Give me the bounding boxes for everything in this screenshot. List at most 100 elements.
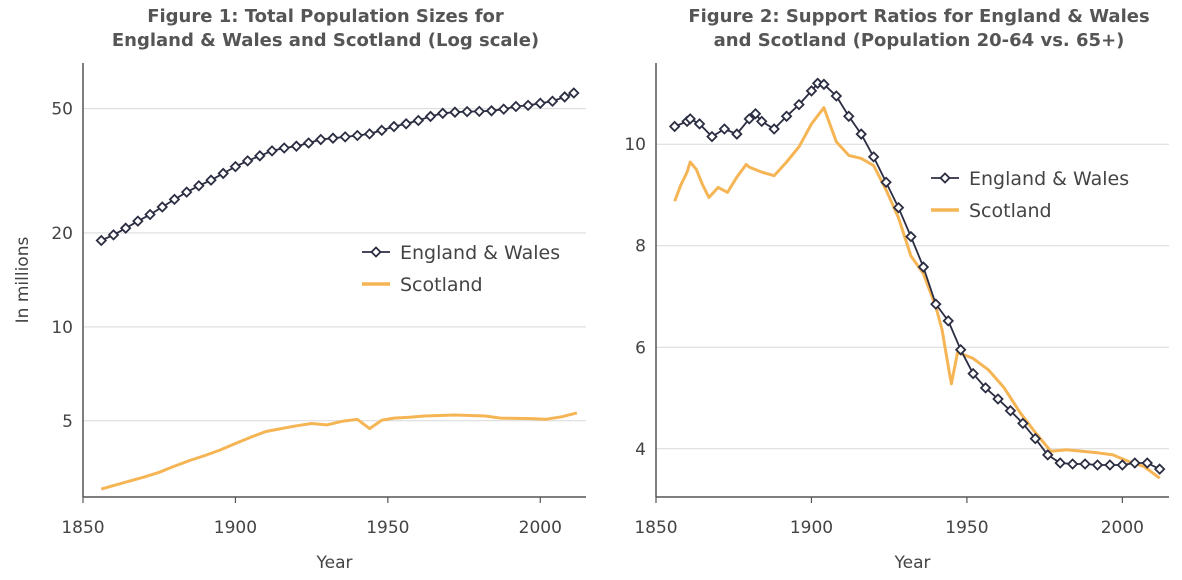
x-axis-label: Year — [894, 553, 931, 573]
england-wales-point — [830, 90, 843, 102]
england-wales-point — [205, 174, 217, 186]
england-wales-point — [266, 145, 278, 157]
england-wales-point — [668, 120, 681, 133]
england-wales-point — [684, 113, 696, 125]
x-tick-label: 1950 — [366, 518, 409, 538]
x-tick-label: 2000 — [1101, 518, 1144, 538]
chart-title: Figure 2: Support Ratios for England & W… — [688, 6, 1150, 51]
england-wales-point — [180, 186, 193, 198]
england-wales-point — [930, 298, 942, 310]
figure-1-panel: Figure 1: Total Population Sizes for Eng… — [13, 6, 586, 573]
england-wales-point — [880, 176, 892, 189]
england-wales-point — [1129, 457, 1141, 469]
england-wales-point — [558, 91, 571, 103]
england-wales-point — [473, 105, 486, 118]
england-wales-point — [290, 140, 303, 152]
england-wales-point — [954, 344, 967, 356]
england-wales-point — [855, 128, 867, 140]
england-wales-point — [497, 103, 510, 115]
england-wales-point — [241, 155, 254, 167]
england-wales-point — [743, 113, 756, 125]
england-wales-point — [315, 133, 327, 146]
y-axis-label: In millions — [13, 237, 33, 324]
england-wales-point — [992, 393, 1004, 405]
england-wales-point — [95, 234, 108, 247]
england-wales-point — [768, 123, 780, 135]
x-tick-label: 1950 — [945, 518, 988, 538]
england-wales-point — [412, 114, 425, 127]
y-tick-label: 50 — [51, 100, 73, 120]
england-wales-point — [449, 106, 461, 118]
england-wales-point — [436, 107, 449, 120]
england-wales-point — [485, 105, 498, 117]
england-wales-point — [461, 105, 473, 118]
england-wales-point — [278, 142, 290, 154]
y-tick-label: 8 — [635, 237, 646, 257]
england-wales-point — [1091, 459, 1104, 471]
england-wales-point — [1017, 417, 1029, 430]
england-wales-point — [693, 118, 706, 130]
england-wales-point — [229, 160, 242, 173]
england-wales-point — [107, 229, 120, 241]
england-wales-point — [1153, 463, 1166, 475]
x-tick-label: 1850 — [61, 518, 104, 538]
england-wales-point — [424, 110, 437, 123]
legend-england-wales-label: England & Wales — [969, 168, 1129, 190]
england-wales-point — [156, 201, 169, 213]
x-axis-label: Year — [316, 553, 353, 573]
legend-england-wales-label: England & Wales — [400, 242, 560, 264]
england-wales-point — [731, 128, 743, 140]
england-wales-point — [780, 110, 793, 123]
england-wales-point — [546, 95, 559, 108]
legend-scotland-label: Scotland — [969, 200, 1052, 222]
england-wales-point — [1116, 459, 1129, 471]
england-wales-point — [522, 99, 534, 112]
england-wales-point — [119, 222, 132, 234]
england-wales-point — [892, 201, 905, 214]
england-wales-point — [400, 118, 412, 130]
england-wales-point — [867, 151, 880, 163]
y-tick-label: 5 — [62, 412, 73, 432]
england-wales-point — [905, 230, 917, 243]
england-wales-point — [302, 137, 315, 149]
x-tick-label: 1850 — [634, 518, 677, 538]
scotland-line — [673, 106, 1161, 480]
y-tick-label: 10 — [51, 318, 73, 338]
england-wales-point — [942, 315, 955, 327]
england-wales-line — [100, 92, 575, 242]
chart-title: Figure 1: Total Population Sizes for Eng… — [111, 6, 540, 51]
y-tick-label: 4 — [635, 440, 646, 460]
england-wales-point — [327, 132, 339, 144]
england-wales-point — [1079, 458, 1091, 470]
england-wales-point — [568, 87, 580, 99]
england-wales-line — [674, 82, 1161, 470]
england-wales-point — [967, 367, 979, 380]
england-wales-point — [132, 215, 144, 227]
x-tick-label: 1900 — [214, 518, 257, 538]
england-wales-point — [805, 85, 818, 97]
england-wales-point — [375, 124, 388, 137]
england-wales-point — [979, 382, 992, 394]
legend-diamond-icon — [939, 172, 951, 184]
legend-diamond-icon — [370, 246, 382, 258]
england-wales-point — [1066, 458, 1079, 470]
england-wales-point — [842, 110, 855, 123]
y-tick-label: 20 — [51, 224, 73, 244]
legend-scotland-label: Scotland — [400, 274, 483, 296]
england-wales-point — [1104, 459, 1116, 471]
england-wales-point — [168, 193, 181, 206]
england-wales-point — [749, 107, 762, 120]
england-wales-point — [818, 78, 830, 91]
england-wales-point — [1041, 449, 1054, 461]
england-wales-point — [917, 261, 930, 273]
england-wales-point — [718, 123, 731, 135]
england-wales-point — [363, 128, 376, 140]
figure-2-panel: Figure 2: Support Ratios for England & W… — [591, 0, 1182, 580]
england-wales-point — [1029, 432, 1042, 445]
figure-1-chart: 5 10 20 50 1850 1900 1950 2000 Year In millions En… — [13, 63, 586, 573]
england-wales-point — [388, 120, 400, 133]
y-tick-label: 6 — [635, 338, 646, 358]
england-wales-point — [217, 167, 230, 180]
england-wales-point — [254, 150, 266, 162]
england-wales-point — [510, 100, 522, 113]
